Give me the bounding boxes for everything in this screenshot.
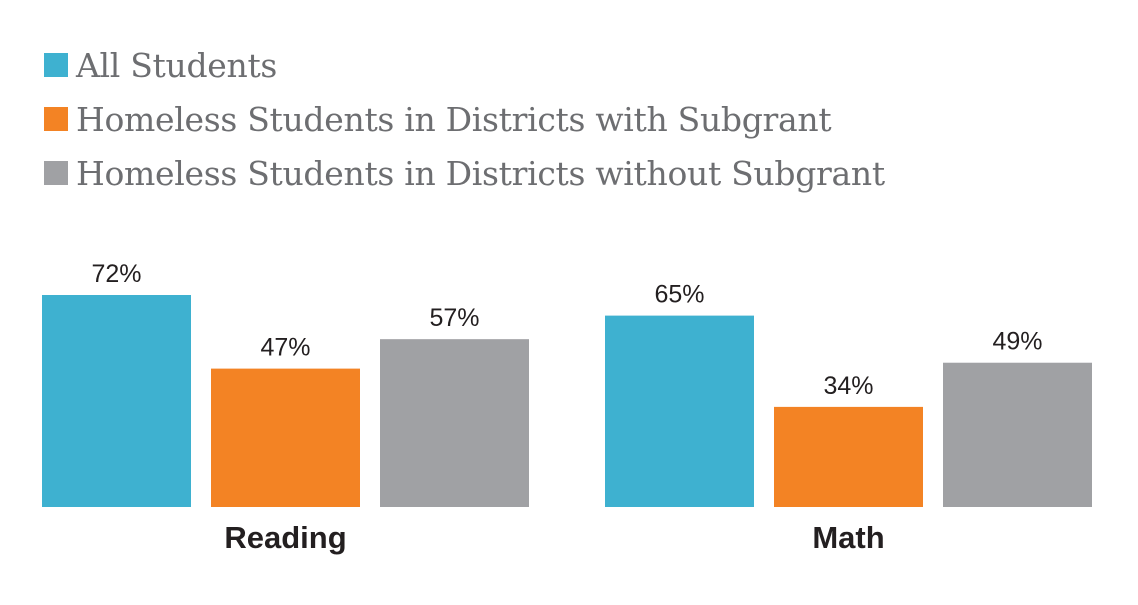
value-label-math-all-students: 65%: [654, 281, 704, 309]
value-label-reading-homeless-students-in-districts-with-subgrant: 47%: [260, 334, 310, 362]
bar-reading-homeless-students-in-districts-with-subgrant: [211, 368, 360, 507]
bar-reading-all-students: [42, 295, 191, 507]
legend-swatch: [44, 107, 68, 131]
value-label-reading-all-students: 72%: [91, 260, 141, 288]
legend-label: Homeless Students in Districts without S…: [76, 153, 885, 193]
bar-math-homeless-students-in-districts-with-subgrant: [774, 406, 923, 507]
legend-label: Homeless Students in Districts with Subg…: [76, 99, 832, 139]
value-label-math-homeless-students-in-districts-without-subgrant: 49%: [992, 328, 1042, 356]
category-label-reading: Reading: [224, 520, 346, 555]
legend-item-all-students: All Students: [44, 38, 885, 92]
value-label-math-homeless-students-in-districts-with-subgrant: 34%: [823, 372, 873, 400]
legend-item-homeless-with-subgrant: Homeless Students in Districts with Subg…: [44, 92, 885, 146]
legend-swatch: [44, 161, 68, 185]
legend-item-homeless-without-subgrant: Homeless Students in Districts without S…: [44, 146, 885, 200]
legend-label: All Students: [76, 45, 278, 85]
category-label-math: Math: [812, 520, 884, 555]
bar-reading-homeless-students-in-districts-without-subgrant: [380, 339, 529, 507]
bar-math-all-students: [605, 315, 754, 507]
legend: All Students Homeless Students in Distri…: [44, 38, 885, 200]
value-label-reading-homeless-students-in-districts-without-subgrant: 57%: [429, 304, 479, 332]
bar-math-homeless-students-in-districts-without-subgrant: [943, 362, 1092, 507]
legend-swatch: [44, 53, 68, 77]
